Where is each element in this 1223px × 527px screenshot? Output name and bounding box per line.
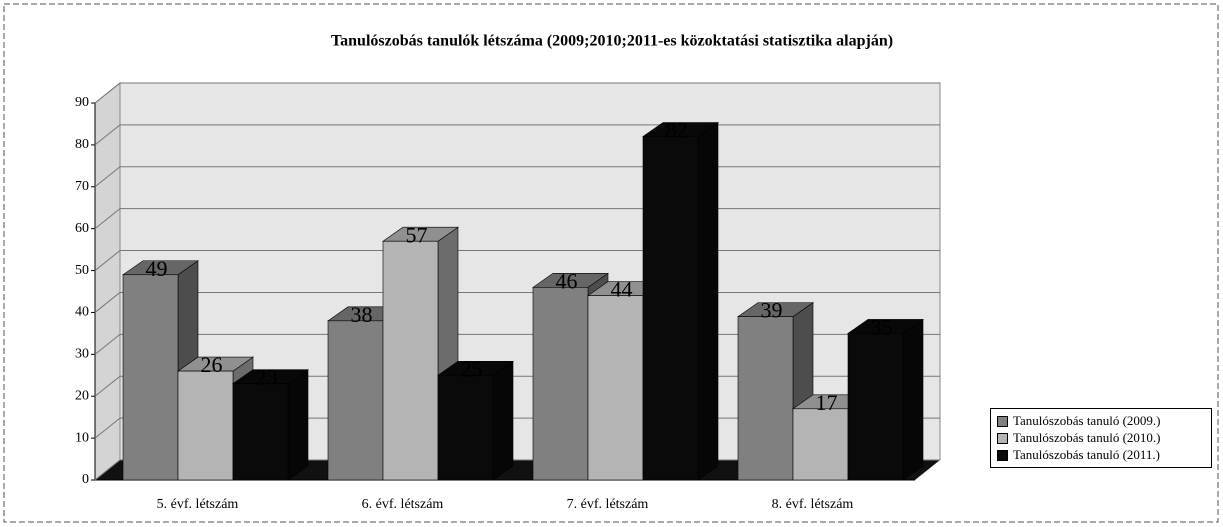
bar-front — [642, 136, 699, 481]
legend-item: Tanulószobás tanuló (2011.) — [997, 447, 1205, 463]
value-label: 49 — [146, 256, 168, 281]
y-tick-label: 80 — [75, 137, 89, 152]
chart-title: Tanulószobás tanulók létszáma (2009;2010… — [331, 33, 893, 50]
bar-front — [737, 316, 794, 481]
x-tick-label: 8. évf. létszám — [772, 497, 854, 512]
bar-front — [177, 370, 234, 481]
legend-swatch — [997, 433, 1008, 444]
bar-front — [382, 240, 439, 481]
bar-front — [327, 320, 384, 481]
y-tick-label: 10 — [75, 430, 89, 445]
grid-line-side — [94, 166, 121, 188]
bar-front — [437, 374, 494, 481]
grid-line-side — [94, 417, 121, 439]
bar-side — [492, 360, 514, 481]
value-label: 39 — [761, 298, 783, 323]
grid-line-side — [94, 375, 121, 397]
bar-front — [122, 274, 179, 481]
legend-swatch — [997, 416, 1008, 427]
bar-side — [902, 318, 924, 481]
grid-line-side — [94, 82, 121, 104]
side-wall — [94, 81, 121, 482]
bar-front — [232, 383, 289, 481]
bar — [382, 226, 459, 481]
bar-front — [847, 333, 904, 481]
y-tick-label: 30 — [75, 347, 89, 362]
grid-line-side — [94, 333, 121, 355]
grid-line-side — [94, 208, 121, 230]
legend-item: Tanulószobás tanuló (2009.) — [997, 413, 1205, 429]
bar — [847, 318, 924, 481]
bar — [232, 369, 309, 481]
bar-side — [287, 369, 309, 481]
grid-line-side — [94, 124, 121, 146]
grid-line-side — [94, 292, 121, 313]
value-label: 25 — [461, 356, 483, 381]
y-tick-label: 60 — [75, 221, 89, 236]
grid-line-side — [94, 459, 121, 481]
legend-label: Tanulószobás tanuló (2010.) — [1013, 430, 1161, 445]
y-tick-label: 90 — [75, 95, 89, 110]
y-tick-label: 70 — [75, 179, 89, 194]
value-label: 35 — [871, 314, 893, 339]
value-label: 57 — [406, 222, 428, 247]
y-tick-label: 0 — [82, 472, 89, 487]
y-tick-label: 20 — [75, 388, 89, 403]
grid-line-side — [94, 250, 121, 271]
value-label: 26 — [201, 352, 223, 377]
value-label: 17 — [816, 390, 838, 415]
value-label: 23 — [256, 365, 278, 390]
x-tick-label: 7. évf. létszám — [567, 497, 649, 512]
y-tick-label: 50 — [75, 263, 89, 278]
bar-front — [792, 408, 849, 481]
bar-side — [697, 121, 719, 481]
legend-label: Tanulószobás tanuló (2011.) — [1013, 447, 1160, 462]
bar-front — [587, 295, 644, 481]
x-tick-label: 6. évf. létszám — [362, 497, 444, 512]
value-label: 38 — [351, 302, 373, 327]
value-label: 44 — [611, 277, 633, 302]
legend-swatch — [997, 450, 1008, 461]
value-label: 46 — [556, 268, 578, 293]
legend: Tanulószobás tanuló (2009.) Tanulószobás … — [990, 408, 1212, 468]
legend-label: Tanulószobás tanuló (2009.) — [1013, 413, 1161, 428]
x-tick-label: 5. évf. létszám — [157, 497, 239, 512]
bar — [642, 121, 719, 481]
y-tick-label: 40 — [75, 305, 89, 320]
bar-front — [532, 287, 589, 481]
bar — [437, 360, 514, 481]
legend-item: Tanulószobás tanuló (2010.) — [997, 430, 1205, 446]
value-label: 82 — [666, 118, 688, 143]
chart-frame — [3, 3, 1219, 523]
